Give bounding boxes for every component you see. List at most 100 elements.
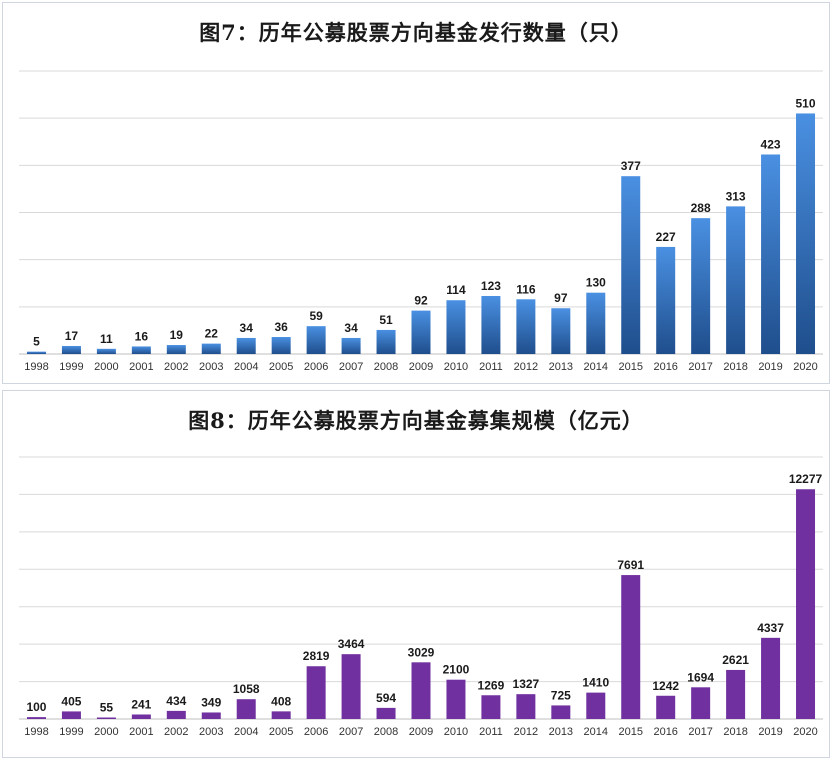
data-label-2011: 123 [481, 279, 501, 293]
bar-2008 [376, 329, 396, 354]
bar-2019 [761, 637, 781, 719]
x-tick-label: 2008 [374, 726, 398, 738]
data-label-2002: 434 [166, 694, 186, 708]
data-label-2011: 1269 [478, 678, 505, 692]
x-tick-label: 2009 [409, 726, 433, 738]
data-label-2018: 313 [726, 189, 746, 203]
x-tick-label: 2002 [164, 726, 188, 738]
data-label-2019: 423 [761, 137, 781, 151]
data-label-2018: 2621 [722, 653, 749, 667]
x-tick-label: 2005 [269, 726, 293, 738]
data-label-1998: 100 [26, 700, 46, 714]
data-label-2010: 114 [446, 283, 466, 297]
bar-2017 [691, 687, 711, 719]
bar-2006 [306, 326, 326, 354]
x-tick-label: 2015 [618, 726, 642, 738]
data-label-2014: 1410 [582, 676, 609, 690]
data-label-2009: 3029 [408, 645, 435, 659]
data-label-2014: 130 [586, 276, 606, 290]
bar-2006 [306, 666, 326, 719]
chart2-plot: 100 1998 405 1999 55 2000 241 2001 434 2002 349 200… [19, 456, 823, 738]
bar-2010 [446, 679, 466, 719]
data-label-2006: 2819 [303, 649, 330, 663]
data-label-2003: 349 [201, 695, 221, 709]
x-tick-label: 1999 [59, 726, 83, 738]
data-label-2012: 116 [516, 282, 536, 296]
bar-2018 [726, 669, 746, 719]
bar-2009 [411, 662, 431, 719]
data-label-2016: 227 [656, 230, 676, 244]
bar-2007 [341, 654, 361, 719]
data-label-2009: 92 [414, 294, 428, 308]
chart1-panel: 图7：历年公募股票方向基金发行数量（只） 5 1998 17 1999 11 2000 16… [2, 2, 830, 384]
x-tick-label: 2014 [584, 726, 608, 738]
bar-2001 [131, 346, 151, 354]
data-label-2008: 594 [376, 691, 396, 705]
data-label-2020: 12277 [789, 472, 823, 486]
bar-2011 [481, 695, 501, 719]
chart2-title: 图8：历年公募股票方向基金募集规模（亿元） [188, 408, 644, 433]
data-label-2004: 1058 [233, 682, 260, 696]
x-tick-label: 1998 [24, 361, 48, 373]
chart1-title: 图7：历年公募股票方向基金发行数量（只） [199, 20, 633, 45]
bar-2013 [551, 705, 571, 719]
bar-1998 [26, 351, 46, 354]
bar-2020 [796, 489, 816, 719]
bar-2015 [621, 575, 641, 719]
bar-2007 [341, 337, 361, 354]
bar-1999 [61, 711, 81, 719]
bar-1998 [26, 717, 46, 719]
bar-2002 [166, 710, 186, 719]
x-tick-label: 2011 [479, 726, 503, 738]
x-tick-label: 2012 [514, 361, 538, 373]
x-tick-label: 2011 [479, 361, 503, 373]
data-label-2015: 377 [621, 159, 641, 173]
data-label-2013: 725 [551, 688, 571, 702]
x-tick-label: 2016 [653, 361, 677, 373]
chart2-panel: 图8：历年公募股票方向基金募集规模（亿元） 100 1998 405 1999 55 20… [2, 390, 830, 758]
data-label-2001: 16 [135, 329, 149, 343]
x-tick-label: 1998 [24, 726, 48, 738]
x-tick-label: 2019 [758, 361, 782, 373]
x-tick-label: 2013 [549, 726, 573, 738]
data-label-2008: 51 [379, 313, 393, 327]
data-label-1998: 5 [33, 335, 40, 349]
bar-2009 [411, 310, 431, 354]
x-tick-label: 2004 [234, 361, 258, 373]
bar-2013 [551, 308, 571, 354]
x-tick-label: 2020 [793, 361, 817, 373]
data-label-2013: 97 [554, 291, 568, 305]
data-label-2010: 2100 [443, 663, 470, 677]
data-label-2007: 3464 [338, 637, 365, 651]
data-label-2017: 288 [691, 201, 711, 215]
x-tick-label: 2018 [723, 361, 747, 373]
data-label-2004: 34 [240, 321, 254, 335]
bar-2003 [201, 712, 221, 719]
data-label-2012: 1327 [513, 677, 540, 691]
x-tick-label: 2010 [444, 726, 468, 738]
x-tick-label: 2003 [199, 726, 223, 738]
data-label-2020: 510 [796, 96, 816, 110]
data-label-2005: 408 [271, 694, 291, 708]
bar-2002 [166, 345, 186, 354]
data-label-1999: 405 [61, 694, 81, 708]
bar-2000 [96, 717, 116, 719]
bar-2016 [656, 246, 676, 354]
bar-2012 [516, 299, 536, 354]
x-tick-label: 2018 [723, 726, 747, 738]
x-tick-label: 2016 [653, 726, 677, 738]
bar-2012 [516, 694, 536, 719]
data-label-2002: 19 [170, 328, 184, 342]
bar-2003 [201, 343, 221, 354]
data-label-2001: 241 [131, 697, 151, 711]
x-tick-label: 2012 [514, 726, 538, 738]
data-label-2000: 55 [100, 701, 114, 715]
bar-2020 [796, 113, 816, 354]
data-label-2019: 4337 [757, 621, 784, 635]
data-label-2015: 7691 [617, 558, 644, 572]
bar-2004 [236, 699, 256, 719]
x-tick-label: 2006 [304, 726, 328, 738]
bar-2000 [96, 348, 116, 354]
x-tick-label: 2003 [199, 361, 223, 373]
data-label-2005: 36 [274, 320, 288, 334]
